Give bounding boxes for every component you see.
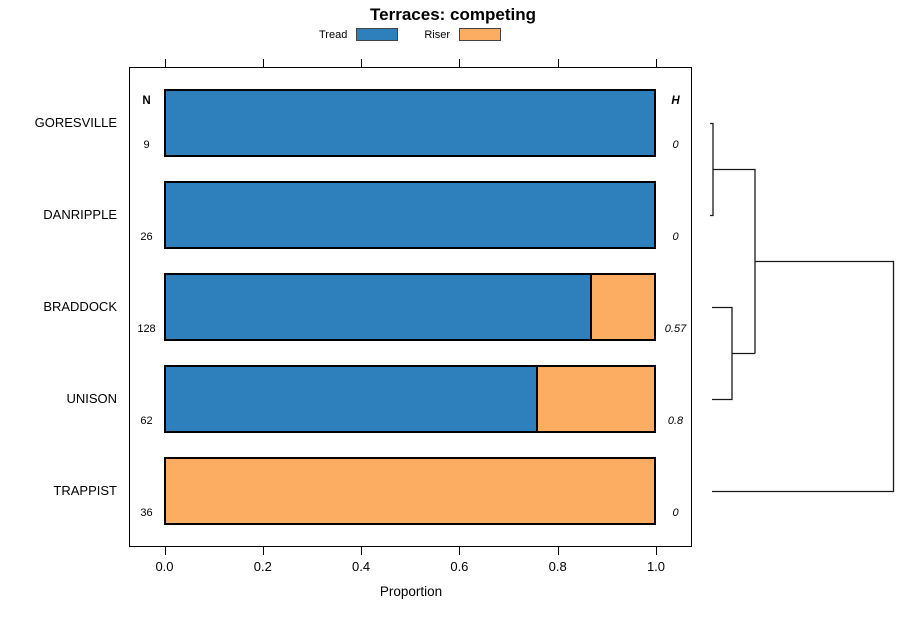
x-axis-tick — [557, 547, 559, 555]
legend-item-riser: Riser — [424, 28, 501, 41]
h-value: 0 — [672, 231, 679, 243]
bar-segment-tread — [164, 273, 593, 341]
bar-segment-riser — [592, 273, 656, 341]
x-axis-tick-label: 1.0 — [646, 559, 666, 574]
x-axis-top-tick — [459, 59, 461, 67]
x-axis-top-tick — [361, 59, 363, 67]
dendrogram-path — [710, 122, 895, 493]
bar-row — [164, 89, 656, 157]
bar-segment-riser — [164, 457, 656, 525]
bar-row — [164, 273, 656, 341]
x-axis-title: Proportion — [379, 584, 443, 599]
legend: Tread Riser — [319, 28, 501, 41]
bar-row — [164, 181, 656, 249]
bar-segment-riser — [537, 365, 656, 433]
x-axis-top-tick — [164, 59, 166, 67]
n-value: 26 — [140, 231, 153, 243]
h-value: 0.57 — [664, 323, 687, 335]
category-label: UNISON — [66, 390, 117, 406]
h-value: 0 — [672, 139, 679, 151]
legend-item-tread: Tread — [319, 28, 399, 41]
bar-row — [164, 457, 656, 525]
x-axis-top-tick — [656, 59, 657, 67]
bar-segment-tread — [164, 89, 656, 157]
x-axis-tick — [656, 547, 657, 555]
h-value: 0 — [672, 507, 679, 519]
x-axis-tick-label: 0.2 — [253, 559, 272, 574]
chart-title: Terraces: competing — [370, 5, 536, 24]
bar-segment-tread — [164, 365, 538, 433]
n-value: 62 — [140, 415, 153, 427]
n-value: 9 — [143, 139, 150, 151]
h-column-header: H — [671, 94, 680, 107]
n-column-header: N — [142, 94, 151, 107]
n-value: 128 — [137, 323, 156, 335]
x-axis-tick — [459, 547, 461, 555]
category-label: TRAPPIST — [53, 482, 117, 498]
x-axis-top-tick — [262, 59, 264, 67]
legend-swatch-tread — [356, 28, 399, 41]
h-value: 0.8 — [667, 415, 684, 427]
bar-segment-tread — [164, 181, 656, 249]
x-axis-tick-label: 0.6 — [450, 559, 469, 574]
legend-label-tread: Tread — [319, 28, 348, 41]
legend-label-riser: Riser — [424, 28, 450, 41]
x-axis-top-tick — [557, 59, 559, 67]
legend-swatch-riser — [459, 28, 501, 41]
x-axis-tick — [262, 547, 264, 555]
bar-row — [164, 365, 656, 433]
x-axis-tick — [361, 547, 363, 555]
x-axis-tick-label: 0.0 — [155, 559, 174, 574]
category-label: DANRIPPLE — [43, 206, 117, 222]
category-label: GORESVILLE — [34, 114, 117, 130]
x-axis-tick-label: 0.8 — [548, 559, 567, 574]
category-label: BRADDOCK — [43, 298, 117, 314]
n-value: 36 — [140, 507, 153, 519]
x-axis-tick — [164, 547, 166, 555]
x-axis-tick-label: 0.4 — [352, 559, 371, 574]
